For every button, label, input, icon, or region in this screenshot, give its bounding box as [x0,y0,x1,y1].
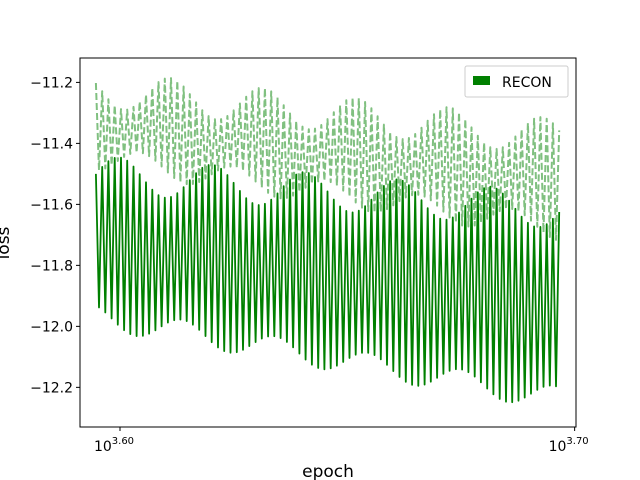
x-tick-base: 10 [549,439,567,455]
y-tick-label: −11.8 [30,258,73,274]
x-ticks: 103.60 103.70 [94,427,589,455]
x-axis-label: epoch [302,462,354,480]
series-recon-line [95,156,561,404]
x-tick-exponent: 3.60 [112,436,134,447]
legend-box [464,65,569,98]
x-tick-label: 103.60 [94,436,134,455]
plot-area [94,77,561,404]
y-tick-label: −12.2 [30,380,73,396]
legend: RECON [464,65,569,98]
y-tick-label: −11.2 [30,75,73,91]
y-axis-label: loss [0,226,14,259]
y-tick-label: −12.0 [30,319,73,335]
series-layer [94,77,561,404]
x-tick-base: 10 [94,439,112,455]
x-tick-exponent: 3.70 [566,436,588,447]
legend-swatch-recon [473,76,490,85]
y-tick-label: −11.6 [30,197,73,213]
y-tick-label: −11.4 [30,136,73,152]
series-dashed-line [94,77,561,241]
y-ticks: −11.2 −11.4 −11.6 −11.8 −12.0 −12.2 [30,75,80,396]
legend-label-recon: RECON [502,75,552,91]
axes-frame [79,57,577,428]
x-tick-label: 103.70 [549,436,589,455]
